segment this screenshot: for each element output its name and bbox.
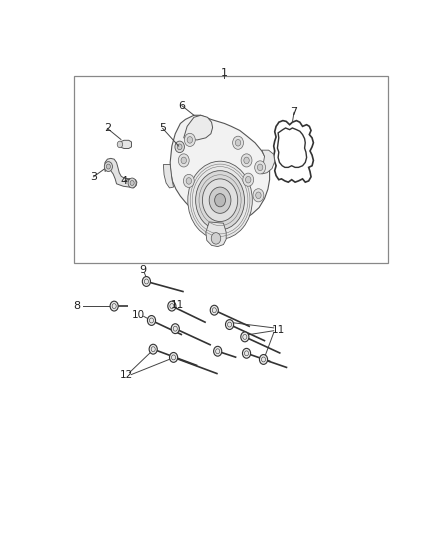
Circle shape xyxy=(106,164,110,169)
Circle shape xyxy=(149,344,157,354)
Polygon shape xyxy=(163,165,173,188)
Circle shape xyxy=(186,177,191,184)
Circle shape xyxy=(215,193,226,207)
Polygon shape xyxy=(170,115,270,223)
Circle shape xyxy=(214,346,222,356)
Circle shape xyxy=(243,173,254,186)
Circle shape xyxy=(233,136,244,149)
Text: 8: 8 xyxy=(73,301,81,311)
Circle shape xyxy=(211,232,221,244)
Circle shape xyxy=(187,136,193,143)
Circle shape xyxy=(241,332,249,342)
Circle shape xyxy=(244,351,249,356)
Text: 10: 10 xyxy=(131,310,145,320)
Text: 1: 1 xyxy=(221,68,228,78)
Circle shape xyxy=(170,352,178,362)
Circle shape xyxy=(226,320,233,329)
Circle shape xyxy=(104,161,113,172)
Circle shape xyxy=(117,141,123,148)
Circle shape xyxy=(241,154,252,167)
Polygon shape xyxy=(120,140,131,149)
Text: 3: 3 xyxy=(90,172,97,182)
Text: 7: 7 xyxy=(290,107,298,117)
Circle shape xyxy=(112,304,116,309)
Circle shape xyxy=(148,316,155,325)
Text: 6: 6 xyxy=(179,101,186,111)
Text: 11: 11 xyxy=(170,300,184,310)
Circle shape xyxy=(253,189,264,202)
Polygon shape xyxy=(206,222,226,247)
Circle shape xyxy=(261,357,265,362)
Circle shape xyxy=(175,141,184,152)
Circle shape xyxy=(244,157,249,164)
Circle shape xyxy=(171,324,179,334)
Circle shape xyxy=(184,133,195,147)
Circle shape xyxy=(243,334,247,340)
Text: 12: 12 xyxy=(120,370,133,379)
Circle shape xyxy=(227,322,232,327)
Text: 4: 4 xyxy=(121,176,128,187)
Circle shape xyxy=(256,192,261,199)
Text: 5: 5 xyxy=(159,124,166,133)
Circle shape xyxy=(212,308,216,313)
Circle shape xyxy=(196,171,244,230)
Circle shape xyxy=(145,279,148,284)
Polygon shape xyxy=(105,158,137,188)
Circle shape xyxy=(128,178,136,188)
Circle shape xyxy=(168,301,176,311)
Circle shape xyxy=(243,349,251,358)
Circle shape xyxy=(258,164,263,171)
Circle shape xyxy=(235,140,241,146)
Circle shape xyxy=(181,157,187,164)
Circle shape xyxy=(170,304,174,309)
Polygon shape xyxy=(261,150,275,174)
Circle shape xyxy=(178,154,189,167)
Circle shape xyxy=(149,318,154,323)
Circle shape xyxy=(188,161,252,239)
Circle shape xyxy=(142,277,151,286)
Circle shape xyxy=(202,179,238,222)
Text: 11: 11 xyxy=(272,325,285,335)
Polygon shape xyxy=(184,115,212,140)
Circle shape xyxy=(209,187,231,213)
Circle shape xyxy=(259,354,268,365)
Circle shape xyxy=(177,144,182,150)
Circle shape xyxy=(130,181,134,185)
Circle shape xyxy=(246,176,251,183)
Circle shape xyxy=(215,349,220,354)
Text: 2: 2 xyxy=(104,124,111,133)
Circle shape xyxy=(172,355,176,360)
Text: 9: 9 xyxy=(139,265,147,275)
Circle shape xyxy=(151,347,155,352)
Bar xyxy=(74,76,389,263)
Circle shape xyxy=(184,174,194,188)
Circle shape xyxy=(110,301,118,311)
Circle shape xyxy=(254,161,265,174)
Circle shape xyxy=(173,326,177,331)
Circle shape xyxy=(210,305,219,315)
